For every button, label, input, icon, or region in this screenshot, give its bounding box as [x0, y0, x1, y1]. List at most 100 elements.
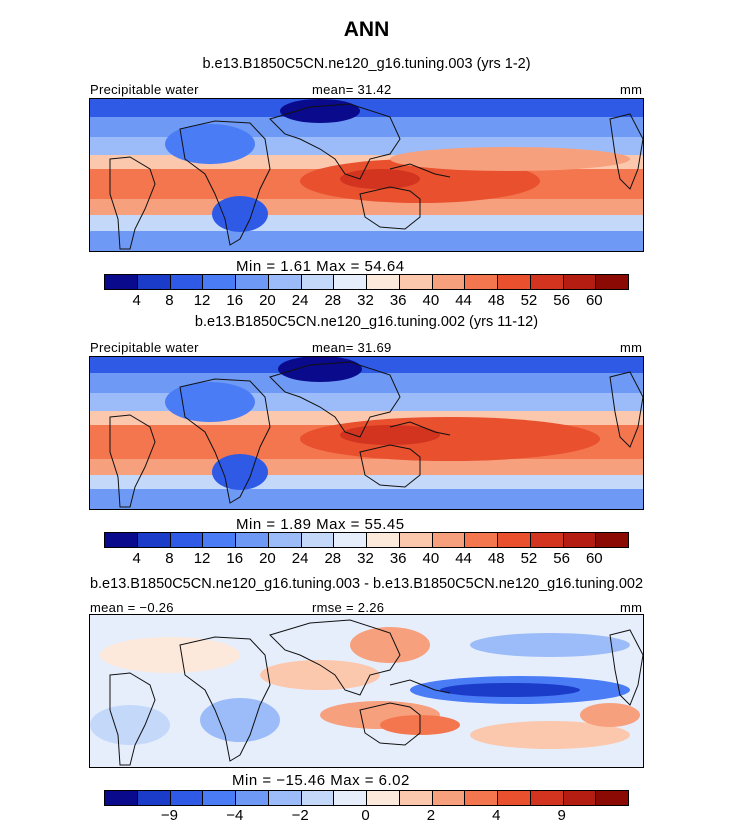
- colorbar-swatch: [203, 791, 236, 805]
- colorbar-abs-1: [104, 274, 629, 290]
- colorbar-swatch: [563, 275, 597, 289]
- panel1-units: mm: [620, 82, 643, 97]
- colorbar-swatch: [530, 533, 564, 547]
- colorbar-tick-label: 32: [357, 292, 374, 309]
- colorbar-swatch: [465, 533, 498, 547]
- colorbar-tick-label: 44: [455, 550, 472, 567]
- colorbar-swatch: [105, 275, 138, 289]
- colorbar-tick-label: 36: [389, 550, 407, 567]
- colorbar-swatch: [465, 791, 498, 805]
- colorbar-tick-label: 40: [422, 292, 440, 309]
- panel3-rmse: rmse = 2.26: [312, 600, 385, 615]
- colorbar-swatch: [465, 275, 498, 289]
- panel3-minmax: Min = −15.46 Max = 6.02: [232, 772, 410, 789]
- colorbar-swatch: [530, 275, 564, 289]
- colorbar-swatch: [236, 791, 269, 805]
- colorbar-swatch: [367, 533, 400, 547]
- colorbar-swatch: [301, 275, 335, 289]
- colorbar-tick-label: 28: [324, 292, 342, 309]
- colorbar-tick-label: 20: [259, 550, 276, 567]
- colorbar-tick-label: 48: [487, 550, 505, 567]
- colorbar-tick-label: 8: [165, 292, 174, 309]
- panel3-case-title: b.e13.B1850C5CN.ne120_g16.tuning.003 - b…: [89, 576, 644, 592]
- colorbar-swatch: [399, 275, 433, 289]
- colorbar-tick-label: 44: [455, 292, 472, 309]
- panel1-minmax: Min = 1.61 Max = 54.64: [236, 258, 405, 275]
- colorbar-tick-label: 60: [585, 550, 603, 567]
- colorbar-swatch: [498, 275, 531, 289]
- colorbar-swatch: [170, 533, 204, 547]
- colorbar-swatch: [367, 791, 400, 805]
- colorbar-tick-label: 40: [422, 550, 440, 567]
- colorbar-tick-label: 12: [193, 550, 211, 567]
- panel3-mean: mean = −0.26: [90, 600, 174, 615]
- colorbar-swatch: [596, 791, 628, 805]
- colorbar-swatch: [301, 533, 335, 547]
- colorbar-diff: [104, 790, 629, 806]
- colorbar-tick-label: 36: [389, 292, 407, 309]
- colorbar-abs-1-ticks: 4 8 12 16 20 24 28 32 36 40 44 48 52 56 …: [104, 292, 627, 310]
- colorbar-abs-2: [104, 532, 629, 548]
- panel3-map: [89, 614, 644, 768]
- colorbar-tick-label: 24: [291, 550, 309, 567]
- colorbar-tick-label: −2: [291, 807, 309, 824]
- colorbar-swatch: [399, 791, 433, 805]
- colorbar-swatch: [596, 275, 628, 289]
- panel2-mean: mean= 31.69: [312, 340, 392, 355]
- colorbar-swatch: [498, 791, 531, 805]
- colorbar-swatch: [203, 533, 236, 547]
- colorbar-swatch: [399, 533, 433, 547]
- colorbar-tick-label: 12: [193, 292, 211, 309]
- colorbar-tick-label: 4: [132, 550, 141, 567]
- colorbar-tick-label: 52: [520, 292, 538, 309]
- colorbar-swatch: [268, 791, 302, 805]
- colorbar-tick-label: 24: [291, 292, 309, 309]
- colorbar-swatch: [596, 533, 628, 547]
- colorbar-tick-label: 16: [226, 292, 244, 309]
- colorbar-swatch: [137, 275, 171, 289]
- colorbar-tick-label: 8: [165, 550, 174, 567]
- panel2-map: [89, 356, 644, 510]
- panel1-field-label: Precipitable water: [90, 82, 199, 97]
- colorbar-swatch: [268, 533, 302, 547]
- colorbar-swatch: [530, 791, 564, 805]
- colorbar-tick-label: 52: [520, 550, 538, 567]
- panel3-units: mm: [620, 600, 643, 615]
- colorbar-tick-label: 56: [553, 292, 570, 309]
- colorbar-tick-label: 20: [259, 292, 276, 309]
- colorbar-swatch: [170, 791, 204, 805]
- colorbar-swatch: [334, 533, 367, 547]
- colorbar-tick-label: 9: [557, 807, 566, 824]
- colorbar-swatch: [268, 275, 302, 289]
- colorbar-tick-label: −4: [226, 807, 244, 824]
- panel2-field-label: Precipitable water: [90, 340, 199, 355]
- colorbar-swatch: [432, 791, 466, 805]
- colorbar-tick-label: 32: [357, 550, 374, 567]
- colorbar-tick-label: 60: [585, 292, 603, 309]
- colorbar-swatch: [432, 275, 466, 289]
- colorbar-swatch: [563, 533, 597, 547]
- colorbar-abs-2-ticks: 4 8 12 16 20 24 28 32 36 40 44 48 52 56 …: [104, 550, 627, 568]
- figure-title: ANN: [343, 18, 390, 41]
- colorbar-tick-label: 48: [487, 292, 505, 309]
- colorbar-swatch: [137, 791, 171, 805]
- panel1-case-title: b.e13.B1850C5CN.ne120_g16.tuning.003 (yr…: [202, 56, 531, 72]
- panel2-minmax: Min = 1.89 Max = 55.45: [236, 516, 405, 533]
- colorbar-tick-label: 0: [361, 807, 370, 824]
- colorbar-diff-ticks: −9 −4 −2 0 2 4 9: [104, 807, 627, 825]
- colorbar-tick-label: 4: [492, 807, 501, 824]
- colorbar-swatch: [105, 791, 138, 805]
- colorbar-swatch: [432, 533, 466, 547]
- panel1-mean: mean= 31.42: [312, 82, 392, 97]
- colorbar-swatch: [563, 791, 597, 805]
- panel2-case-title: b.e13.B1850C5CN.ne120_g16.tuning.002 (yr…: [194, 314, 539, 330]
- colorbar-tick-label: 4: [132, 292, 141, 309]
- colorbar-swatch: [105, 533, 138, 547]
- colorbar-swatch: [367, 275, 400, 289]
- colorbar-tick-label: −9: [160, 807, 178, 824]
- colorbar-tick-label: 28: [324, 550, 342, 567]
- colorbar-tick-label: 2: [426, 807, 436, 824]
- colorbar-swatch: [498, 533, 531, 547]
- colorbar-tick-label: 56: [553, 550, 570, 567]
- panel2-units: mm: [620, 340, 643, 355]
